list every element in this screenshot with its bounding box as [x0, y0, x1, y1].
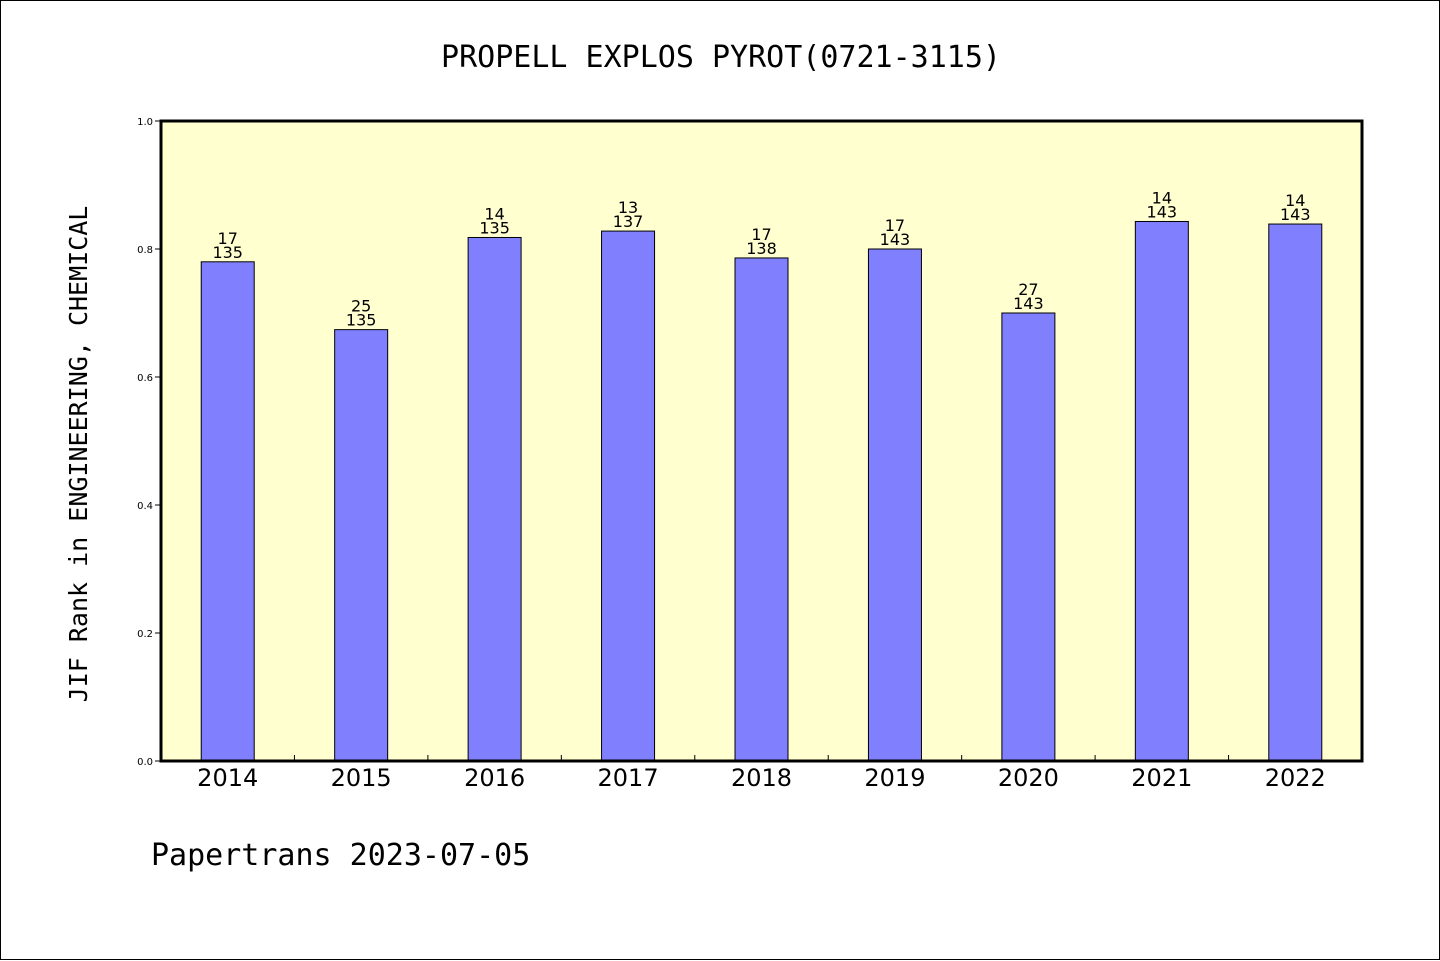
bar-label-total-2016: 135 [479, 218, 510, 237]
bar-label-rank-2018: 17 [751, 225, 771, 244]
data-labels-group: 1713525135141351313717138171432714314143… [212, 188, 1310, 329]
bars-group [200, 220, 1323, 762]
bar-2021 [1134, 220, 1189, 762]
bar-2018 [734, 257, 789, 762]
x-tick-label-2018: 2018 [731, 764, 792, 792]
bar-label-total-2018: 138 [746, 239, 777, 258]
x-tick-label-2020: 2020 [998, 764, 1059, 792]
bar-label-rank-2015: 25 [351, 297, 371, 316]
bar-label-total-2015: 135 [346, 311, 377, 330]
bar-2016 [467, 236, 522, 762]
x-tick-label-2019: 2019 [864, 764, 925, 792]
bar-label-total-2017: 137 [613, 212, 644, 231]
y-tick-label-1.0: 1.0 [137, 117, 153, 128]
bar-label-total-2022: 143 [1280, 205, 1311, 224]
bar-2017 [601, 230, 656, 762]
x-tick-label-2022: 2022 [1265, 764, 1326, 792]
x-tick-label-2017: 2017 [598, 764, 659, 792]
bar-2014 [200, 261, 255, 762]
chart-title: PROPELL EXPLOS PYROT(0721-3115) [441, 40, 1001, 75]
bar-label-rank-2019: 17 [885, 216, 905, 235]
y-tick-label-0.8: 0.8 [137, 245, 153, 256]
y-tick-label-0.2: 0.2 [137, 629, 153, 640]
y-tick-label-0.0: 0.0 [137, 757, 153, 768]
x-tick-label-2015: 2015 [331, 764, 392, 792]
y-axis-label: JIF Rank in ENGINEERING, CHEMICAL [64, 206, 93, 703]
x-tick-label-2021: 2021 [1131, 764, 1192, 792]
y-tick-label-0.4: 0.4 [137, 501, 153, 512]
x-tick-label-2014: 2014 [197, 764, 258, 792]
bar-2020 [1001, 312, 1056, 762]
bar-label-rank-2014: 17 [218, 229, 238, 248]
y-tick-label-0.6: 0.6 [137, 373, 153, 384]
bar-label-rank-2021: 14 [1152, 188, 1172, 207]
bar-label-total-2019: 143 [880, 230, 911, 249]
bar-label-total-2020: 143 [1013, 294, 1044, 313]
bar-label-total-2014: 135 [212, 243, 243, 262]
bar-2015 [334, 329, 389, 762]
bar-label-rank-2017: 13 [618, 198, 638, 217]
bar-label-rank-2020: 27 [1018, 280, 1038, 299]
ticks-group: 2014 2015 2016 2017 2018 2019 2020 2021 2022 0.0 0… [137, 117, 1326, 792]
x-tick-label-2016: 2016 [464, 764, 525, 792]
bar-label-rank-2022: 14 [1285, 191, 1305, 210]
bar-2022 [1268, 223, 1323, 762]
bar-2019 [867, 248, 922, 762]
bar-label-rank-2016: 14 [484, 204, 504, 223]
plot-border [159, 119, 1364, 763]
footer-credit: Papertrans 2023-07-05 [151, 838, 530, 873]
bar-label-total-2021: 143 [1147, 202, 1178, 221]
